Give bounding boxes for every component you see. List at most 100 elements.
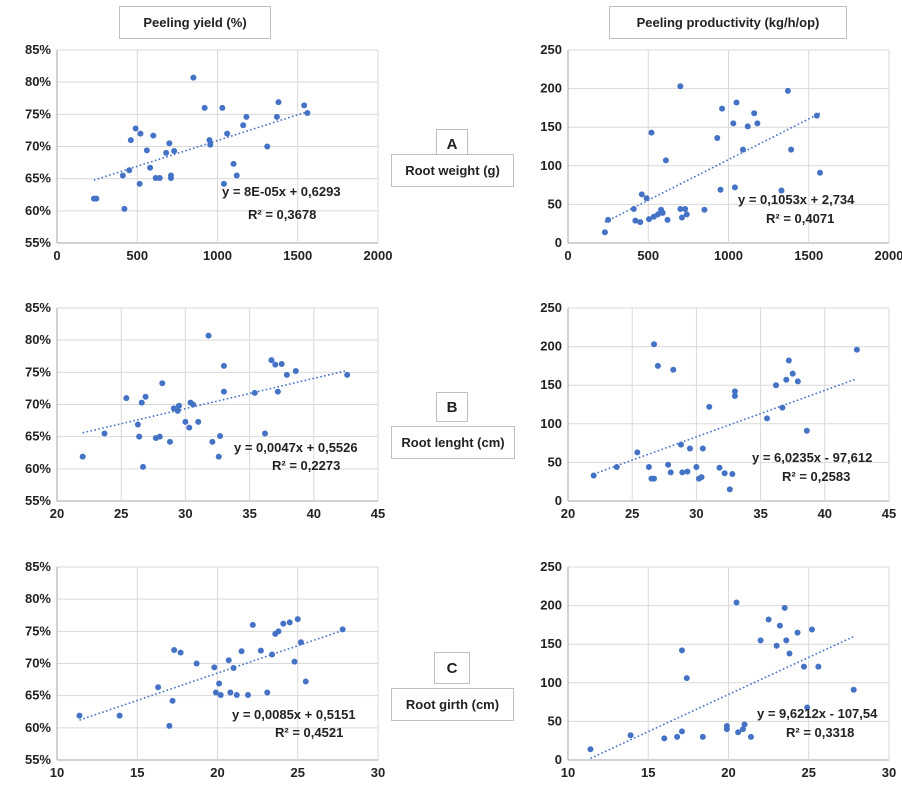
- trend-equation: y = 0,1053x + 2,734: [738, 192, 855, 207]
- row-c-letter: C: [434, 652, 470, 684]
- y-tick-label: 200: [540, 598, 562, 613]
- y-tick-label: 60%: [25, 461, 51, 476]
- data-point: [216, 680, 223, 687]
- data-point: [683, 675, 690, 682]
- y-tick-label: 150: [540, 377, 562, 392]
- trend-equation: y = 6,0235x - 97,612: [752, 450, 872, 465]
- y-tick-label: 250: [540, 300, 562, 315]
- data-point: [778, 187, 785, 194]
- data-point: [587, 746, 594, 753]
- data-point: [605, 216, 612, 223]
- y-tick-label: 200: [540, 339, 562, 354]
- data-point: [733, 599, 740, 606]
- x-tick-label: 500: [637, 248, 659, 263]
- data-point: [142, 393, 149, 400]
- data-point: [201, 104, 208, 111]
- data-point: [677, 441, 684, 448]
- x-tick-label: 0: [564, 248, 571, 263]
- data-point: [182, 418, 189, 425]
- data-point: [662, 157, 669, 164]
- data-point: [127, 137, 134, 144]
- data-point: [280, 620, 287, 627]
- data-point: [764, 415, 771, 422]
- data-point: [651, 475, 658, 482]
- data-point: [205, 332, 212, 339]
- data-point: [243, 113, 250, 120]
- data-point: [794, 378, 801, 385]
- data-point: [301, 102, 308, 109]
- data-point: [207, 141, 214, 148]
- y-tick-label: 100: [540, 158, 562, 173]
- data-point: [731, 393, 738, 400]
- data-point: [773, 382, 780, 389]
- y-tick-label: 70%: [25, 397, 51, 412]
- y-tick-label: 75%: [25, 364, 51, 379]
- trend-equation: y = 8E-05x + 0,6293: [222, 184, 341, 199]
- data-point: [134, 421, 141, 428]
- data-point: [664, 216, 671, 223]
- row-c-label: Root girth (cm): [391, 688, 514, 721]
- data-point: [850, 686, 857, 693]
- x-tick-label: 35: [753, 506, 767, 521]
- data-point: [678, 647, 685, 654]
- y-tick-label: 65%: [25, 429, 51, 444]
- r-squared-label: R² = 0,2583: [782, 469, 850, 484]
- data-point: [224, 130, 231, 137]
- data-point: [220, 180, 227, 187]
- data-point: [733, 99, 740, 106]
- data-point: [783, 376, 790, 383]
- data-point: [143, 147, 150, 154]
- data-point: [251, 389, 258, 396]
- data-point: [785, 357, 792, 364]
- data-point: [286, 619, 293, 626]
- data-point: [163, 149, 170, 156]
- data-point: [678, 214, 685, 221]
- data-point: [76, 712, 83, 719]
- data-point: [264, 689, 271, 696]
- data-point: [813, 112, 820, 119]
- data-point: [679, 469, 686, 476]
- data-point: [731, 388, 738, 395]
- data-point: [190, 74, 197, 81]
- data-point: [230, 160, 237, 167]
- x-tick-label: 500: [126, 248, 148, 263]
- data-point: [741, 721, 748, 728]
- data-point: [171, 148, 178, 155]
- data-point: [661, 735, 668, 742]
- data-point: [212, 689, 219, 696]
- data-point: [136, 433, 143, 440]
- x-tick-label: 20: [210, 765, 224, 780]
- data-point: [693, 464, 700, 471]
- chart-A-productivity: 0 50 100 150 200 250 0 500 1000 1500 2000 y = 0,105…: [540, 42, 902, 263]
- y-tick-label: 55%: [25, 493, 51, 508]
- data-point: [803, 427, 810, 434]
- data-point: [297, 639, 304, 646]
- trendline: [590, 635, 855, 760]
- data-point: [147, 164, 154, 171]
- data-point: [79, 453, 86, 460]
- data-point: [272, 361, 279, 368]
- data-point: [167, 172, 174, 179]
- x-tick-label: 25: [291, 765, 305, 780]
- data-point: [166, 438, 173, 445]
- data-point: [126, 167, 133, 174]
- row-a-label: Root weight (g): [391, 154, 514, 187]
- data-point: [137, 130, 144, 137]
- data-point: [794, 629, 801, 636]
- data-point: [789, 370, 796, 377]
- data-point: [291, 658, 298, 665]
- x-tick-label: 40: [818, 506, 832, 521]
- y-tick-label: 250: [540, 42, 562, 57]
- data-point: [751, 110, 758, 117]
- data-point: [637, 219, 644, 226]
- x-tick-label: 35: [242, 506, 256, 521]
- data-point: [219, 104, 226, 111]
- x-tick-label: 15: [641, 765, 655, 780]
- y-tick-label: 150: [540, 119, 562, 134]
- y-tick-label: 50: [548, 454, 562, 469]
- data-point: [273, 113, 280, 120]
- data-point: [654, 362, 661, 369]
- y-tick-label: 70%: [25, 656, 51, 671]
- data-point: [220, 362, 227, 369]
